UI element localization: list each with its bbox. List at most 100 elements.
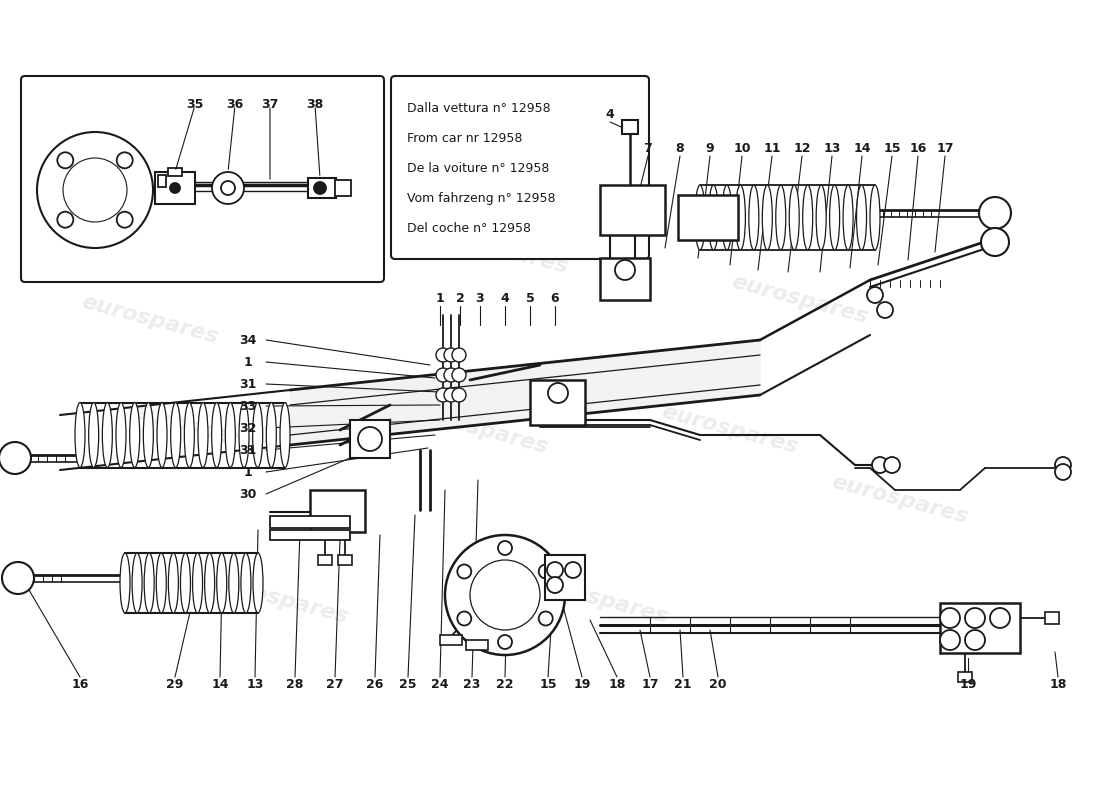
Bar xyxy=(336,180,351,196)
Text: 27: 27 xyxy=(327,678,343,691)
Text: eurospares: eurospares xyxy=(79,292,221,348)
Circle shape xyxy=(314,182,326,194)
Circle shape xyxy=(446,535,565,655)
Bar xyxy=(600,258,650,300)
Text: 36: 36 xyxy=(227,98,243,111)
Ellipse shape xyxy=(749,185,759,250)
Ellipse shape xyxy=(803,185,813,250)
Text: 10: 10 xyxy=(734,142,750,154)
Text: 21: 21 xyxy=(674,678,692,691)
Bar xyxy=(466,640,488,650)
Circle shape xyxy=(965,608,985,628)
Circle shape xyxy=(565,562,581,578)
Ellipse shape xyxy=(217,553,227,613)
Text: 2: 2 xyxy=(455,291,464,305)
Bar xyxy=(155,172,195,204)
Ellipse shape xyxy=(130,402,140,467)
Circle shape xyxy=(444,348,458,362)
Circle shape xyxy=(63,158,126,222)
Text: 12: 12 xyxy=(793,142,811,154)
Ellipse shape xyxy=(198,402,208,467)
Bar xyxy=(530,380,585,425)
Ellipse shape xyxy=(120,553,130,613)
Bar xyxy=(308,178,336,198)
Text: 31: 31 xyxy=(240,378,256,390)
Bar xyxy=(310,490,365,532)
Circle shape xyxy=(458,565,471,578)
Text: eurospares: eurospares xyxy=(729,272,870,328)
Text: 37: 37 xyxy=(262,98,278,111)
FancyBboxPatch shape xyxy=(390,76,649,259)
Text: From car nr 12958: From car nr 12958 xyxy=(407,132,522,145)
Ellipse shape xyxy=(226,402,235,467)
Ellipse shape xyxy=(157,402,167,467)
Ellipse shape xyxy=(870,185,880,250)
Bar xyxy=(338,555,352,565)
Bar xyxy=(168,168,182,176)
Ellipse shape xyxy=(762,185,772,250)
Text: 6: 6 xyxy=(551,291,559,305)
Text: 1: 1 xyxy=(436,291,444,305)
Ellipse shape xyxy=(253,402,263,467)
Text: 35: 35 xyxy=(186,98,204,111)
Bar xyxy=(158,175,166,187)
Text: Del coche n° 12958: Del coche n° 12958 xyxy=(407,222,531,235)
Ellipse shape xyxy=(116,402,127,467)
Text: 16: 16 xyxy=(910,142,926,154)
Text: 4: 4 xyxy=(500,291,509,305)
Ellipse shape xyxy=(205,553,214,613)
Circle shape xyxy=(0,442,31,474)
Text: 33: 33 xyxy=(240,399,256,413)
Circle shape xyxy=(444,388,458,402)
Text: 31: 31 xyxy=(240,443,256,457)
Text: 29: 29 xyxy=(166,678,184,691)
Circle shape xyxy=(884,457,900,473)
Text: 15: 15 xyxy=(883,142,901,154)
Circle shape xyxy=(547,562,563,578)
Text: De la voiture n° 12958: De la voiture n° 12958 xyxy=(407,162,549,175)
Circle shape xyxy=(81,176,109,204)
Text: 13: 13 xyxy=(246,678,264,691)
Ellipse shape xyxy=(829,185,839,250)
Text: 19: 19 xyxy=(573,678,591,691)
Bar xyxy=(440,635,462,645)
Circle shape xyxy=(436,348,450,362)
Text: 18: 18 xyxy=(608,678,626,691)
Bar xyxy=(270,516,350,528)
Ellipse shape xyxy=(170,402,180,467)
Circle shape xyxy=(940,608,960,628)
Ellipse shape xyxy=(708,185,718,250)
Ellipse shape xyxy=(89,402,99,467)
Bar xyxy=(958,672,972,682)
Ellipse shape xyxy=(695,185,705,250)
Text: 3: 3 xyxy=(475,291,484,305)
Ellipse shape xyxy=(75,402,85,467)
Circle shape xyxy=(444,368,458,382)
Polygon shape xyxy=(290,340,760,445)
Text: eurospares: eurospares xyxy=(529,572,671,628)
Circle shape xyxy=(57,212,74,228)
Text: 4: 4 xyxy=(606,109,615,122)
Circle shape xyxy=(117,152,133,168)
Circle shape xyxy=(436,368,450,382)
Text: Dalla vettura n° 12958: Dalla vettura n° 12958 xyxy=(407,102,551,115)
Text: 1: 1 xyxy=(243,355,252,369)
Text: eurospares: eurospares xyxy=(209,572,351,628)
Circle shape xyxy=(1055,464,1071,480)
Text: 14: 14 xyxy=(211,678,229,691)
Circle shape xyxy=(548,383,568,403)
Bar xyxy=(1045,612,1059,624)
Circle shape xyxy=(436,388,450,402)
Bar xyxy=(678,195,738,240)
Circle shape xyxy=(872,457,888,473)
Text: 30: 30 xyxy=(240,487,256,501)
Circle shape xyxy=(452,348,466,362)
Circle shape xyxy=(452,368,466,382)
Ellipse shape xyxy=(102,402,112,467)
Ellipse shape xyxy=(211,402,222,467)
Text: 14: 14 xyxy=(854,142,871,154)
Text: eurospares: eurospares xyxy=(829,472,970,528)
Circle shape xyxy=(358,427,382,451)
Circle shape xyxy=(452,388,466,402)
Ellipse shape xyxy=(192,553,202,613)
